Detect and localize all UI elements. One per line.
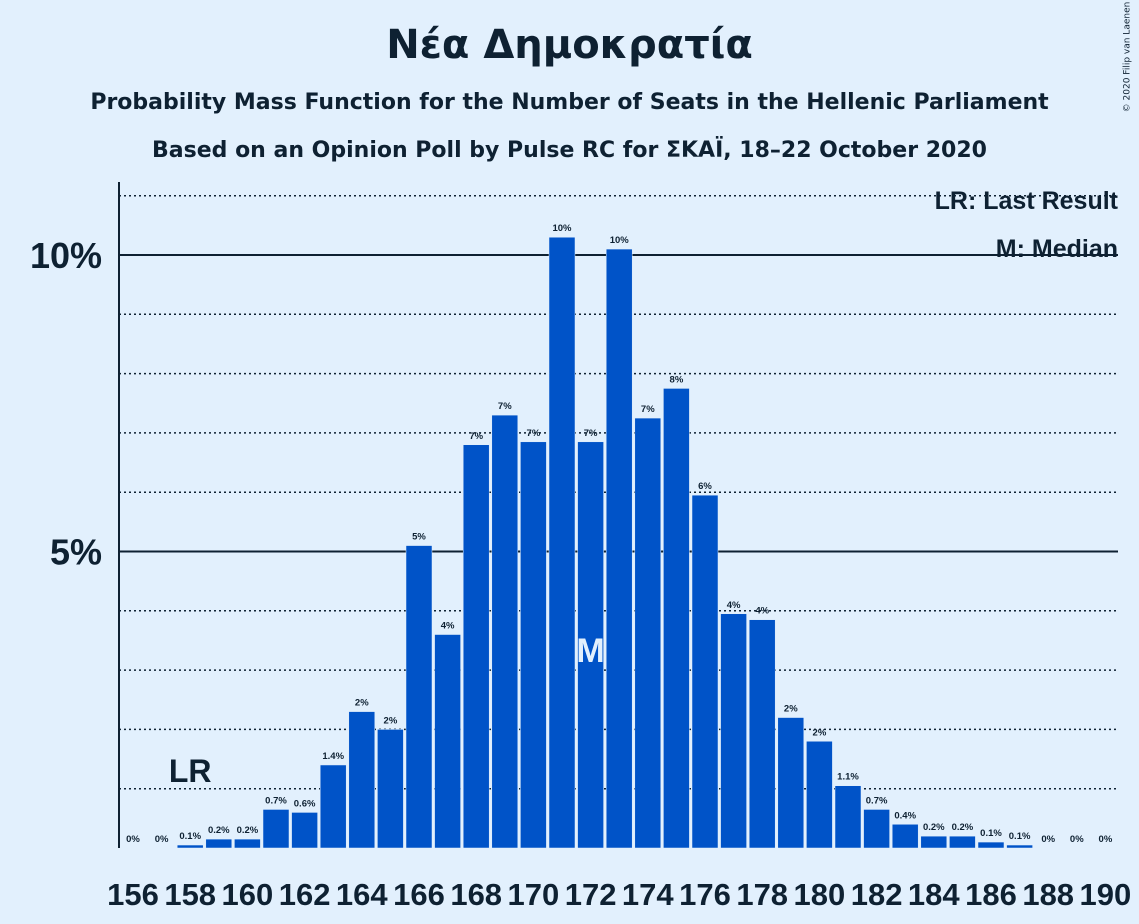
data-label: 10%: [552, 223, 572, 234]
x-tick-labels: 156 158 160 162 164 166 168 170 172 174 176 178 180 1…: [107, 877, 1131, 912]
x-tick-label: 186: [965, 877, 1017, 912]
bar-seat-180: [806, 741, 833, 849]
x-tick-label: 188: [1022, 877, 1074, 912]
bar-seat-185: [949, 835, 976, 849]
legend-last-result: LR: Last Result: [935, 187, 1119, 215]
chart-subtitle: Probability Mass Function for the Number…: [90, 90, 1049, 115]
bar-seat-183: [891, 824, 919, 849]
data-label: 0.1%: [1009, 831, 1031, 842]
x-tick-label: 160: [222, 877, 274, 912]
data-label: 7%: [469, 431, 483, 442]
bar-seat-177: [720, 613, 747, 849]
data-label: 0.6%: [294, 798, 316, 809]
data-label: 2%: [813, 727, 827, 738]
bar-seat-186: [977, 841, 1005, 849]
bar-seat-158: [176, 844, 204, 849]
chart-title: Νέα Δημοκρατία: [386, 22, 753, 68]
bar-seat-171: [548, 236, 576, 849]
data-label: 0.7%: [866, 795, 888, 806]
bar-seat-162: [291, 812, 318, 849]
data-label: 10%: [610, 235, 630, 246]
bar-seat-172: [577, 441, 604, 849]
x-tick-label: 178: [736, 877, 788, 912]
bar-seat-184: [920, 835, 948, 849]
data-label: 2%: [355, 698, 369, 709]
bar-seat-181: [834, 785, 862, 849]
x-tick-label: 156: [107, 877, 159, 912]
bar-seat-168: [462, 444, 490, 849]
x-tick-label: 166: [393, 877, 445, 912]
bar-seat-160: [234, 838, 261, 849]
bar-seat-164: [348, 711, 376, 849]
data-label: 5%: [412, 532, 426, 543]
x-tick-label: 164: [336, 877, 388, 912]
bar-seat-166: [405, 545, 433, 849]
data-label: 0%: [1070, 834, 1084, 845]
bar-seat-182: [863, 809, 890, 849]
data-label: 1.4%: [322, 751, 344, 762]
bar-seat-175: [663, 388, 690, 849]
x-tick-label: 174: [622, 877, 674, 912]
legend-median: M: Median: [996, 235, 1118, 263]
x-tick-label: 190: [1080, 877, 1132, 912]
bar-seat-178: [748, 619, 776, 849]
bar-seat-179: [777, 717, 805, 849]
data-label: 0.1%: [980, 828, 1002, 839]
x-tick-label: 182: [851, 877, 903, 912]
x-tick-label: 162: [279, 877, 331, 912]
x-tick-label: 158: [164, 877, 216, 912]
data-label: 7%: [584, 428, 598, 439]
bar-seat-165: [377, 729, 404, 849]
data-label: 0%: [1041, 834, 1055, 845]
bar-seat-169: [491, 414, 519, 849]
data-label: 4%: [441, 621, 455, 632]
data-label: 7%: [498, 401, 512, 412]
data-label: 0%: [126, 834, 140, 845]
bar-seat-163: [319, 764, 347, 849]
bar-seat-176: [691, 494, 719, 849]
data-label: 4%: [727, 600, 741, 611]
data-label: 0.4%: [894, 810, 916, 821]
data-label: 2%: [384, 715, 398, 726]
x-tick-label: 168: [450, 877, 502, 912]
data-label: 8%: [670, 374, 684, 385]
x-tick-label: 172: [565, 877, 617, 912]
median-marker: M: [576, 632, 604, 670]
bar-seat-174: [634, 417, 662, 849]
x-tick-label: 170: [508, 877, 560, 912]
data-label: 0.2%: [237, 825, 259, 836]
data-label: 0.2%: [952, 822, 974, 833]
x-tick-label: 176: [679, 877, 731, 912]
data-label: 4%: [755, 606, 769, 617]
data-label: 0%: [155, 834, 169, 845]
y-tick-label: 5%: [50, 532, 102, 573]
bar-seat-161: [262, 809, 290, 849]
y-tick-label: 10%: [30, 235, 102, 276]
data-label: 0.7%: [265, 795, 287, 806]
data-label: 2%: [784, 704, 798, 715]
y-tick-labels: 5% 10%: [30, 235, 102, 573]
data-label: 6%: [698, 481, 712, 492]
bars: [176, 236, 1033, 849]
markers: LR M: [169, 632, 605, 789]
data-label: 7%: [527, 428, 541, 439]
bar-seat-170: [520, 441, 547, 849]
chart-subtitle-source: Based on an Opinion Poll by Pulse RC for…: [152, 138, 987, 163]
gridlines: [119, 194, 1118, 790]
data-label: 0.2%: [208, 825, 230, 836]
data-label: 0.2%: [923, 822, 945, 833]
data-label: 1.1%: [837, 772, 859, 783]
data-label: 0.1%: [179, 831, 201, 842]
data-labels: 0% 0% 0.1% 0.2% 0.2% 0.7% 0.6% 1.4% 2% 2% 5% 4% 7% 7%…: [126, 223, 1113, 845]
x-tick-label: 184: [908, 877, 960, 912]
data-label: 0%: [1099, 834, 1113, 845]
data-label: 7%: [641, 404, 655, 415]
bar-seat-167: [434, 634, 461, 849]
last-result-marker: LR: [169, 753, 212, 789]
bar-seat-187: [1006, 844, 1033, 849]
bar-seat-173: [605, 248, 633, 849]
bar-seat-159: [205, 838, 233, 849]
x-tick-label: 180: [794, 877, 846, 912]
